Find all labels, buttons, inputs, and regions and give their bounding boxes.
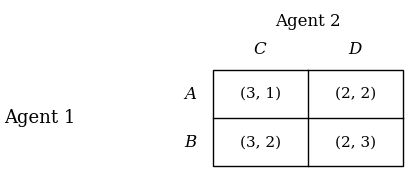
Text: (3, 1): (3, 1) [240, 87, 281, 101]
Text: A: A [184, 86, 196, 103]
Text: (2, 3): (2, 3) [335, 135, 376, 149]
Text: Agent 2: Agent 2 [275, 12, 340, 30]
Text: Agent 1: Agent 1 [4, 109, 76, 127]
Text: (2, 2): (2, 2) [335, 87, 376, 101]
Text: B: B [184, 134, 196, 151]
Bar [213, 70, 403, 166]
Text: (3, 2): (3, 2) [240, 135, 281, 149]
Text: D: D [349, 40, 362, 58]
Text: C: C [254, 40, 266, 58]
